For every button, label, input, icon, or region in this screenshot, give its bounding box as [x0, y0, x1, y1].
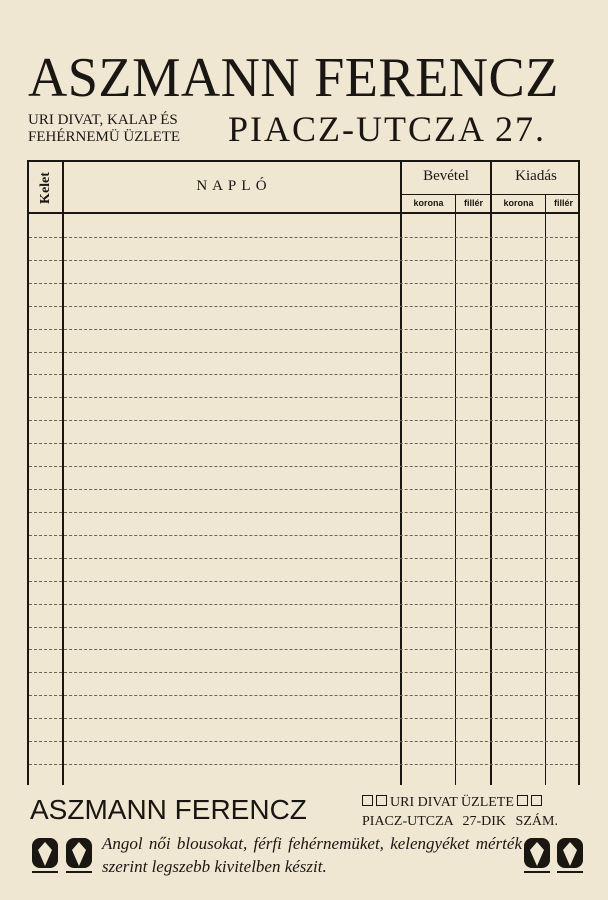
square-icon	[362, 795, 373, 806]
table-row-line	[29, 351, 578, 353]
square-icon	[376, 795, 387, 806]
footer-line1-text: URI DIVAT ÜZLETE	[390, 795, 514, 810]
subtitle-line2: FEHÉRNEMÜ ÜZLETE	[28, 129, 181, 145]
table-row-line	[29, 328, 578, 330]
table-row-line	[29, 672, 578, 674]
square-icon	[517, 795, 529, 806]
table-row-line	[29, 305, 578, 307]
table-row-line	[29, 626, 578, 628]
header-divider	[29, 212, 578, 214]
column-naplo: N A P L Ó	[196, 178, 268, 194]
footer-name: ASZMANN FERENCZ	[30, 794, 307, 825]
table-row-line	[29, 695, 578, 697]
ledger-table: Kelet N A P L Ó Bevétel Kiadás korona fi…	[27, 160, 580, 785]
subcolumn-filler: fillér	[463, 198, 483, 208]
ornament-icon	[557, 838, 583, 873]
ornament-icon	[524, 838, 550, 873]
divider	[490, 162, 492, 785]
table-row-line	[29, 259, 578, 261]
divider	[400, 162, 402, 785]
address: PIACZ-UTCZA 27.	[228, 109, 546, 149]
kelet-label: Kelet	[38, 172, 53, 204]
column-kiadas: Kiadás	[515, 168, 557, 184]
table-row-line	[29, 489, 578, 491]
shop-description: URI DIVAT, KALAP ÉS FEHÉRNEMÜ ÜZLETE	[28, 112, 180, 146]
ornament-icon	[32, 838, 58, 873]
table-row-line	[29, 649, 578, 651]
divider	[402, 194, 578, 195]
table-row-line	[29, 603, 578, 605]
subcolumn-filler: fillér	[553, 198, 573, 208]
ornament-icon	[66, 838, 92, 873]
footer-text: Angol női blousokat, férfi fehérnemüket,…	[102, 834, 522, 876]
subcolumn-korona: korona	[413, 198, 444, 208]
table-row-line	[29, 580, 578, 582]
footer-line1: URI DIVAT ÜZLETE	[362, 795, 545, 811]
square-icon	[531, 795, 543, 806]
subtitle-line1: URI DIVAT, KALAP ÉS	[28, 112, 178, 128]
table-row-line	[29, 466, 578, 468]
footer-line2: PIACZ-UTCZA 27-DIK SZÁM.	[362, 814, 558, 829]
table-row-line	[29, 718, 578, 720]
table-row-line	[29, 443, 578, 445]
table-row-line	[29, 420, 578, 422]
table-row-line	[29, 374, 578, 376]
subcolumn-korona: korona	[503, 198, 534, 208]
table-row-line	[29, 511, 578, 513]
page-title: ASZMANN FERENCZ	[28, 47, 559, 109]
table-row-line	[29, 741, 578, 743]
table-row-line	[29, 236, 578, 238]
column-bevetel: Bevétel	[423, 168, 469, 184]
table-row-line	[29, 397, 578, 399]
table-row-line	[29, 764, 578, 766]
divider	[62, 162, 64, 785]
table-row-line	[29, 557, 578, 559]
table-row-line	[29, 534, 578, 536]
table-row-line	[29, 282, 578, 284]
column-kelet: Kelet	[29, 162, 63, 214]
